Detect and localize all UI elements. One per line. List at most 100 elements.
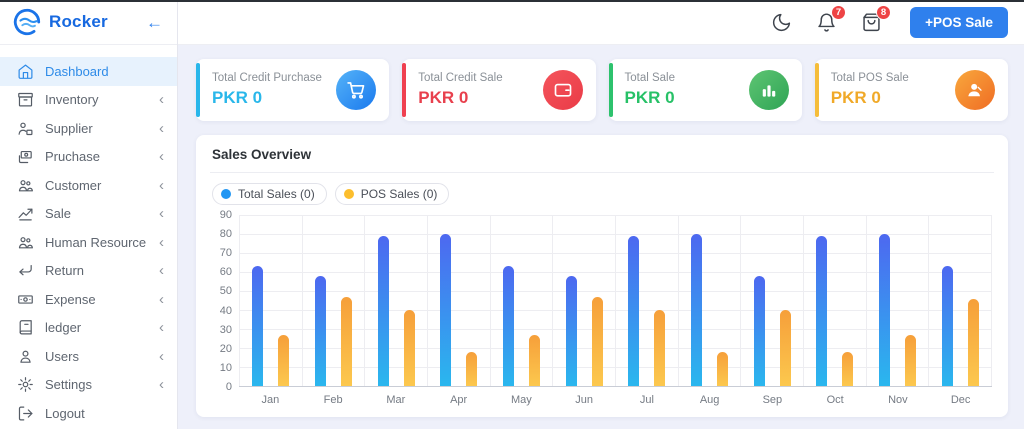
chevron-left-icon: ‹ (159, 91, 164, 109)
dark-mode-toggle[interactable] (771, 12, 792, 33)
legend-dot (343, 189, 354, 199)
legend-label: POS Sales (0) (360, 187, 438, 201)
y-axis-tick: 80 (219, 228, 232, 241)
bar (691, 234, 703, 386)
sidebar-collapse-button[interactable]: ← (146, 12, 163, 32)
card-value: PKR 0 (830, 88, 881, 107)
chevron-left-icon: ‹ (159, 347, 164, 365)
bar (967, 298, 979, 386)
sales-overview-card: Sales Overview Total Sales (0) POS Sales … (196, 135, 1008, 417)
logo-wave-icon (12, 7, 42, 37)
x-axis-label: Nov (888, 394, 908, 406)
sidebar-item-label: Users (45, 348, 79, 364)
x-axis-label: Dec (950, 394, 971, 406)
month-band (239, 215, 302, 386)
bar (466, 351, 478, 386)
bar (440, 234, 452, 386)
gear-icon (17, 376, 34, 393)
sidebar-item-settings[interactable]: Settings ‹ (0, 371, 177, 400)
sidebar-item-sale[interactable]: Sale ‹ (0, 200, 177, 229)
banknote-icon (17, 291, 34, 308)
sidebar-item-users[interactable]: Users ‹ (0, 342, 177, 371)
month-band (427, 215, 490, 386)
card-accent-bar (608, 63, 613, 117)
x-axis-label: Aug (699, 394, 720, 406)
y-axis-tick: 50 (219, 285, 232, 298)
bar (377, 235, 389, 386)
month-band (740, 215, 803, 386)
cart-button[interactable]: 8 (861, 4, 892, 33)
sidebar-item-return[interactable]: Return ‹ (0, 257, 177, 286)
cart-icon (336, 70, 377, 110)
month-band (615, 215, 678, 386)
topbar: 7 8 +POS Sale (178, 0, 1024, 45)
card-label: Total Credit Sale (418, 72, 503, 84)
card-value: PKR 0 (212, 88, 263, 107)
y-axis-tick: 60 (219, 266, 232, 279)
stat-card: Total Sale PKR 0 (608, 59, 802, 121)
bar (252, 266, 264, 386)
bar (779, 310, 791, 386)
chart-icon (748, 70, 789, 110)
bar (529, 334, 541, 386)
chart-x-axis: Jan Feb Mar Apr May Jun Jul Aug Sep Oct Nov Dec (239, 387, 992, 409)
stat-cards-row: Total Credit Purchase PKR 0 Total Credit S… (196, 59, 1008, 121)
month-band (364, 215, 427, 386)
chevron-left-icon: ‹ (159, 119, 164, 137)
month-band (677, 215, 741, 386)
chevron-left-icon: ‹ (159, 290, 164, 308)
month-band (552, 215, 615, 386)
legend-item[interactable]: Total Sales (0) (212, 183, 327, 205)
card-label: Total POS Sale (830, 72, 909, 84)
chevron-left-icon: ‹ (159, 176, 164, 194)
chart-plot-column: Jan Feb Mar Apr May Jun Jul Aug Sep Oct Nov Dec (239, 215, 993, 409)
bar (654, 310, 666, 386)
chart-plot (239, 215, 993, 387)
home-icon (17, 63, 34, 80)
purchase-icon (17, 148, 34, 165)
user-icon (17, 348, 34, 365)
sidebar-item-pruchase[interactable]: Pruchase ‹ (0, 143, 177, 172)
stat-card: Total Credit Purchase PKR 0 (196, 59, 390, 121)
supplier-icon (17, 120, 34, 137)
ledger-icon (17, 319, 34, 336)
sidebar-item-supplier[interactable]: Supplier ‹ (0, 114, 177, 143)
bar (565, 275, 577, 386)
logout-icon (17, 405, 34, 422)
pos-sale-button[interactable]: +POS Sale (910, 6, 1008, 38)
people-icon (17, 177, 34, 194)
sidebar-item-inventory[interactable]: Inventory ‹ (0, 86, 177, 115)
sidebar-item-customer[interactable]: Customer ‹ (0, 171, 177, 200)
sidebar-item-label: Sale (45, 206, 72, 222)
chart-bands (239, 215, 993, 386)
bar (278, 334, 290, 386)
sidebar-item-label: Inventory (45, 92, 99, 108)
notifications-button[interactable]: 7 (816, 4, 847, 33)
chart-y-axis: 90 80 70 60 50 40 30 20 10 0 (212, 209, 239, 393)
sidebar: Rocker ← Dashboard Inventory ‹ Supplier ‹ Pru… (0, 0, 178, 429)
sidebar-item-dashboard[interactable]: Dashboard (0, 57, 177, 86)
sidebar-item-logout[interactable]: Logout (0, 399, 177, 428)
sidebar-item-ledger[interactable]: ledger ‹ (0, 314, 177, 343)
legend-item[interactable]: POS Sales (0) (334, 183, 450, 205)
chevron-left-icon: ‹ (159, 319, 164, 337)
main-area: 7 8 +POS Sale Total Credit Purchase PKR 0… (178, 0, 1024, 429)
app-logo-text: Rocker (49, 12, 108, 31)
legend-label: Total Sales (0) (238, 187, 315, 201)
bell-icon (816, 13, 837, 37)
sidebar-item-human-resource[interactable]: Human Resource ‹ (0, 228, 177, 257)
people-icon (17, 234, 34, 251)
bar (879, 234, 891, 386)
chart-title: Sales Overview (210, 135, 994, 173)
bar (842, 351, 854, 386)
card-label: Total Sale (624, 72, 676, 84)
bar (905, 334, 917, 386)
box-icon (17, 91, 34, 108)
sidebar-item-expense[interactable]: Expense ‹ (0, 285, 177, 314)
month-band (865, 215, 929, 386)
card-accent-bar (196, 63, 200, 117)
chart-legend: Total Sales (0) POS Sales (0) (212, 183, 992, 205)
y-axis-tick: 90 (219, 209, 232, 221)
sidebar-item-label: Human Resource (45, 234, 147, 250)
chevron-left-icon: ‹ (159, 262, 164, 280)
